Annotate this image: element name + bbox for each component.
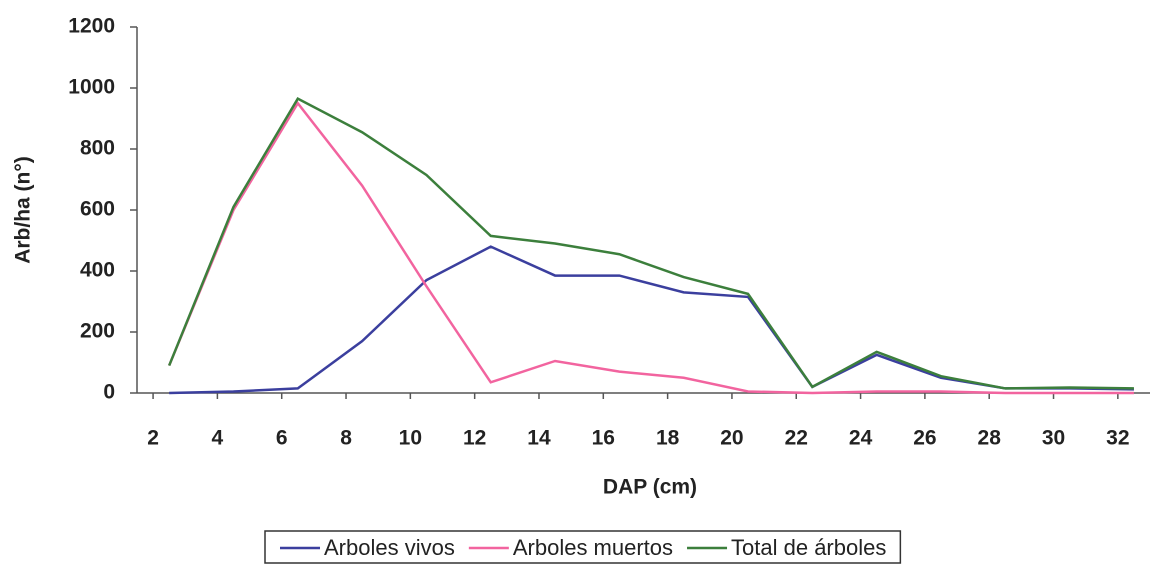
line-series [168,101,1134,395]
x-tick-label: 26 [913,427,936,450]
x-tick-label: 14 [527,427,551,450]
x-tick-label: 16 [592,427,615,450]
x-tick-label: 30 [1042,427,1065,450]
y-tick-label: 200 [80,320,115,343]
legend-box [264,530,902,564]
x-tick-label: 32 [1106,427,1129,450]
x-tick-label: 28 [978,427,1002,450]
line-series [168,97,1134,390]
x-tick-label: 10 [399,427,422,450]
y-tick-label: 1000 [68,76,115,99]
x-tick-label: 8 [340,427,352,450]
y-tick-label: 600 [80,198,115,221]
legend: Arboles vivos Arboles muertos Total de árb… [264,530,902,564]
legend-label: Arboles vivos [324,535,455,560]
y-tick-label: 0 [103,381,115,404]
x-tick-label: 12 [463,427,486,450]
x-tick-label: 18 [656,427,680,450]
x-tick-label: 4 [212,427,224,450]
x-tick-label: 20 [720,427,743,450]
y-axis-title: Arb/ha (n°) [12,156,35,264]
y-tick-label: 1200 [68,15,115,38]
y-tick-label: 400 [80,259,115,282]
x-tick-label: 6 [276,427,288,450]
legend-label: Arboles muertos [513,535,673,560]
x-tick-label: 24 [849,427,873,450]
y-tick-label: 800 [80,137,115,160]
line-series [169,245,1134,395]
x-tick-label: 22 [785,427,808,450]
legend-label: Total de árboles [731,535,886,560]
x-axis-title: DAP (cm) [603,476,697,499]
x-tick-label: 2 [147,427,159,450]
